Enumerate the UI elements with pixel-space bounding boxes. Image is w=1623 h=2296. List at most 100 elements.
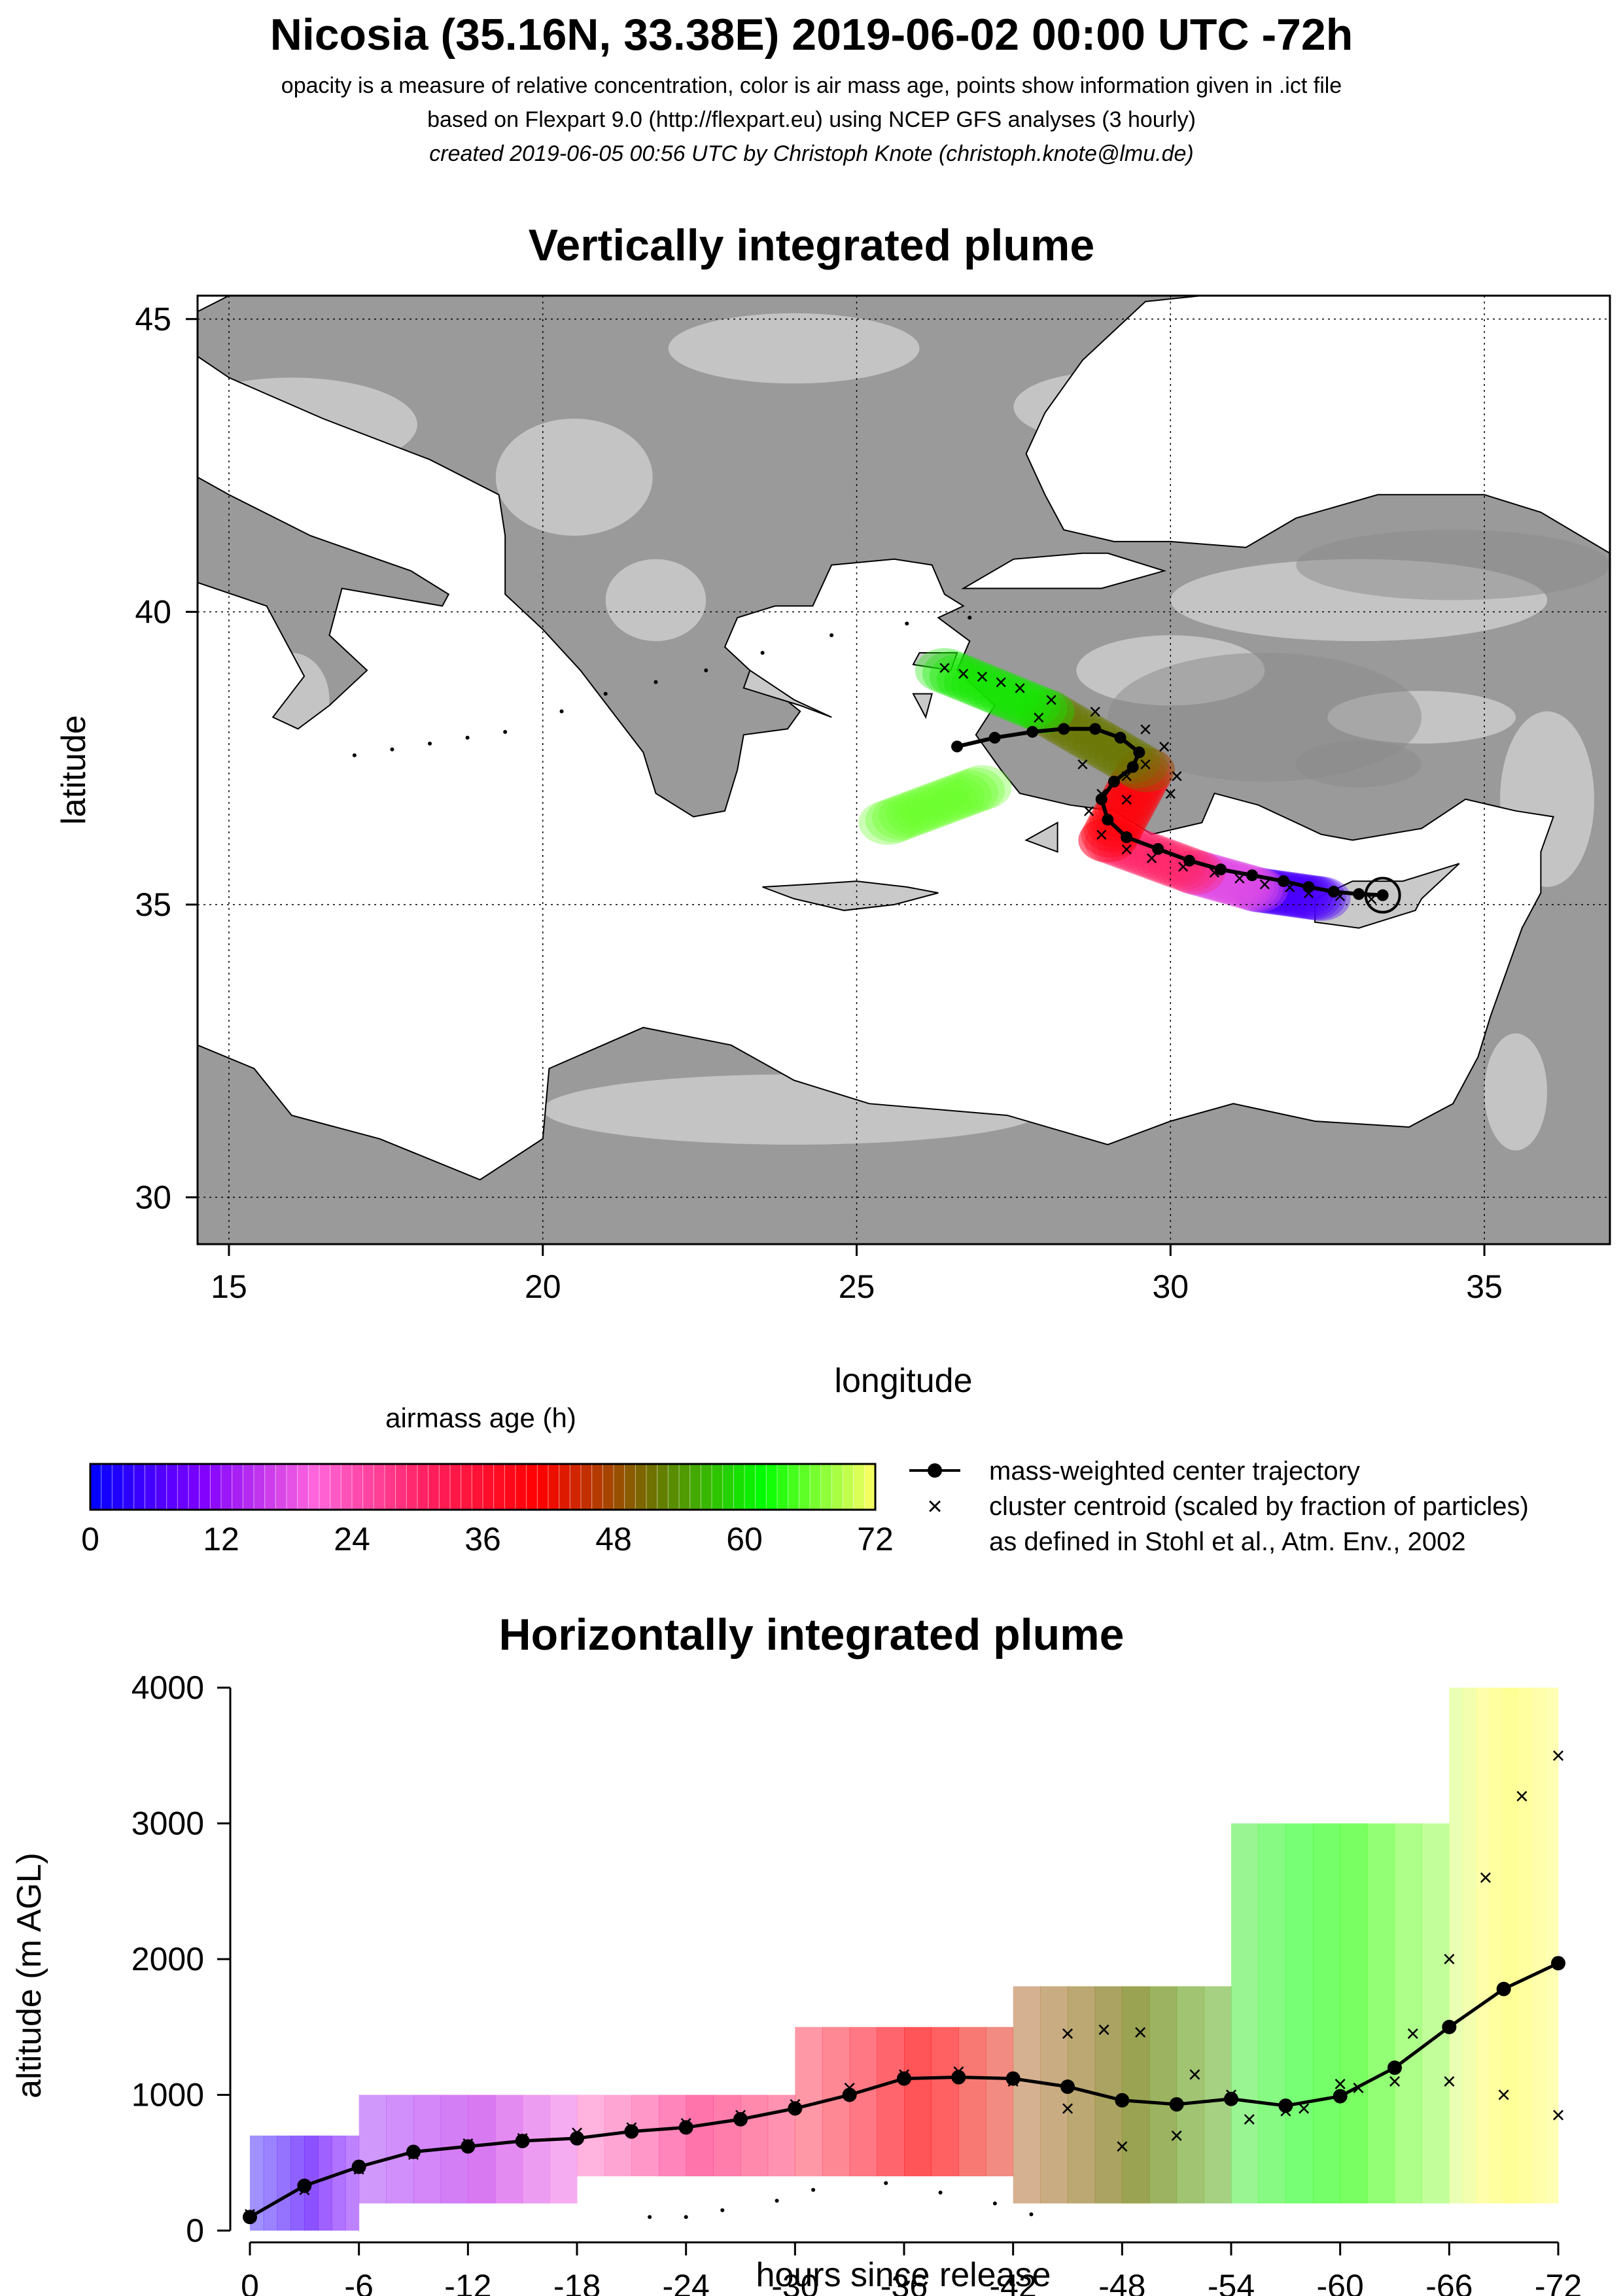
profile-x-tick-label: -54 [1208, 2268, 1255, 2296]
age-column [332, 2135, 346, 2231]
rhodes-island [1024, 821, 1058, 853]
plume-blob [936, 657, 996, 702]
age-column [250, 2135, 264, 2231]
plume-blob [1078, 818, 1138, 863]
ict-point [465, 735, 470, 740]
profile-cluster-marker: × [1134, 2019, 1147, 2045]
colorbar-tick-label: 60 [726, 1521, 763, 1557]
profile-ict-point [811, 2187, 816, 2192]
plume-blob [1153, 845, 1213, 890]
page-title: Nicosia (35.16N, 33.38E) 2019-06-02 00:0… [270, 10, 1353, 60]
age-column [659, 2095, 687, 2176]
ict-point [905, 621, 909, 626]
sea-of-marmara [960, 552, 1167, 589]
colorbar-swatch [536, 1463, 549, 1510]
plume-blob [1278, 875, 1338, 920]
cluster-centroid-marker: × [1095, 822, 1108, 847]
colorbar-swatch [744, 1463, 756, 1510]
profile-trajectory-point [1442, 2019, 1457, 2034]
profile-x-tick-label: 0 [241, 2268, 259, 2296]
ict-point [559, 709, 564, 714]
center-trajectory-point [988, 731, 1001, 744]
center-trajectory-point [1102, 814, 1114, 826]
map-y-axis-label: latitude [55, 715, 93, 825]
plume-blob [1184, 855, 1244, 900]
colorbar-swatch [559, 1463, 571, 1510]
terrain-highland [605, 559, 707, 642]
profile-y-tick-label: 4000 [131, 1669, 204, 1706]
colorbar-tick-label: 36 [464, 1521, 501, 1557]
map-frame [196, 294, 1611, 1245]
profile-x-axis-label: hours since release [756, 2256, 1051, 2294]
profile-cluster-marker: × [1170, 2122, 1183, 2149]
profile-cluster-marker: × [1242, 2106, 1256, 2132]
age-column [358, 2095, 387, 2204]
plume-blob [1091, 793, 1151, 838]
profile-y-axis-label: altitude (m AGL) [10, 1852, 48, 2098]
subtitle-description: opacity is a measure of relative concent… [281, 73, 1342, 98]
plume-blob [926, 775, 985, 820]
ict-point [829, 633, 834, 638]
profile-cluster-marker: × [1297, 2095, 1311, 2121]
map-x-tick-label: 35 [1466, 1268, 1503, 1305]
age-column [877, 2026, 905, 2176]
profile-cluster-marker: × [1060, 2095, 1074, 2121]
colorbar-swatch [711, 1463, 724, 1510]
colorbar-tick-label: 72 [857, 1521, 894, 1557]
center-trajectory-point [1376, 889, 1389, 901]
age-column [904, 2026, 932, 2176]
colorbar-swatch [461, 1463, 473, 1510]
ict-point [654, 680, 658, 684]
center-trajectory-point [1089, 723, 1102, 735]
plume-blob [1160, 848, 1219, 893]
black-sea [1025, 296, 1610, 554]
center-trajectory-point [1278, 875, 1290, 888]
map-x-axis: 15 20 25 30 35 [211, 1244, 1503, 1305]
profile-trajectory-point [570, 2131, 584, 2146]
center-trajectory-point [1302, 881, 1315, 894]
map-grid [198, 296, 1610, 1244]
colorbar-swatch [319, 1463, 331, 1510]
age-column [263, 2135, 278, 2231]
plume-blob [1091, 822, 1150, 867]
plume-blob [1100, 778, 1159, 823]
profile-plot-area: ××××××××××××××××××××××××××××××××××××× [243, 1688, 1565, 2231]
terrain-highland [1484, 1033, 1548, 1151]
profile-trajectory-point [351, 2159, 366, 2174]
profile-chart: ××××××××××××××××××××××××××××××××××××× 0 -… [10, 1669, 1582, 2296]
colorbar-tick-label: 12 [203, 1521, 239, 1557]
colorbar-swatch [831, 1463, 844, 1510]
map-plot-area: ××××××××××××××××××××××××××××× [198, 296, 1610, 1244]
age-column [849, 2026, 877, 2176]
colorbar-swatch [101, 1463, 113, 1510]
colorbar-swatch [199, 1463, 211, 1510]
colorbar-swatch [482, 1463, 495, 1510]
age-column [713, 2095, 741, 2176]
plume-blob [1115, 831, 1175, 877]
age-column [1258, 1823, 1286, 2204]
age-column [1490, 1688, 1505, 2204]
colorbar-swatch [777, 1463, 789, 1510]
plume-blob [943, 659, 1003, 704]
terrain-highland [668, 313, 920, 384]
cluster-centroid-marker: × [1045, 688, 1058, 713]
colorbar-swatch [307, 1463, 321, 1510]
center-trajectory-point [1108, 775, 1120, 788]
plume-blob [879, 793, 938, 838]
map-x-tick-label: 15 [211, 1268, 247, 1305]
age-column [495, 2095, 523, 2204]
euboea-island [742, 669, 832, 718]
subtitle-credit: created 2019-06-05 00:56 UTC by Christop… [429, 141, 1194, 166]
colorbar-swatch [166, 1463, 179, 1510]
plume-blob [1134, 839, 1194, 884]
profile-x-axis: 0 -6 -12 -18 -24 -30 -36 -42 -48 -54 -60 -66 -72 [241, 2241, 1582, 2296]
plume-blob [1015, 689, 1075, 734]
colorbar-swatch [330, 1463, 342, 1510]
profile-trajectory-point [297, 2178, 312, 2193]
cluster-centroid-marker: × [1120, 837, 1133, 862]
map-chart: ××××××××××××××××××××××××××××× 15 20 25 30 35… [55, 294, 1611, 1400]
terrain-plateau [1296, 740, 1422, 788]
release-point-layer [1364, 877, 1401, 914]
profile-ict-point [684, 2215, 688, 2219]
colorbar-swatch [155, 1463, 167, 1510]
